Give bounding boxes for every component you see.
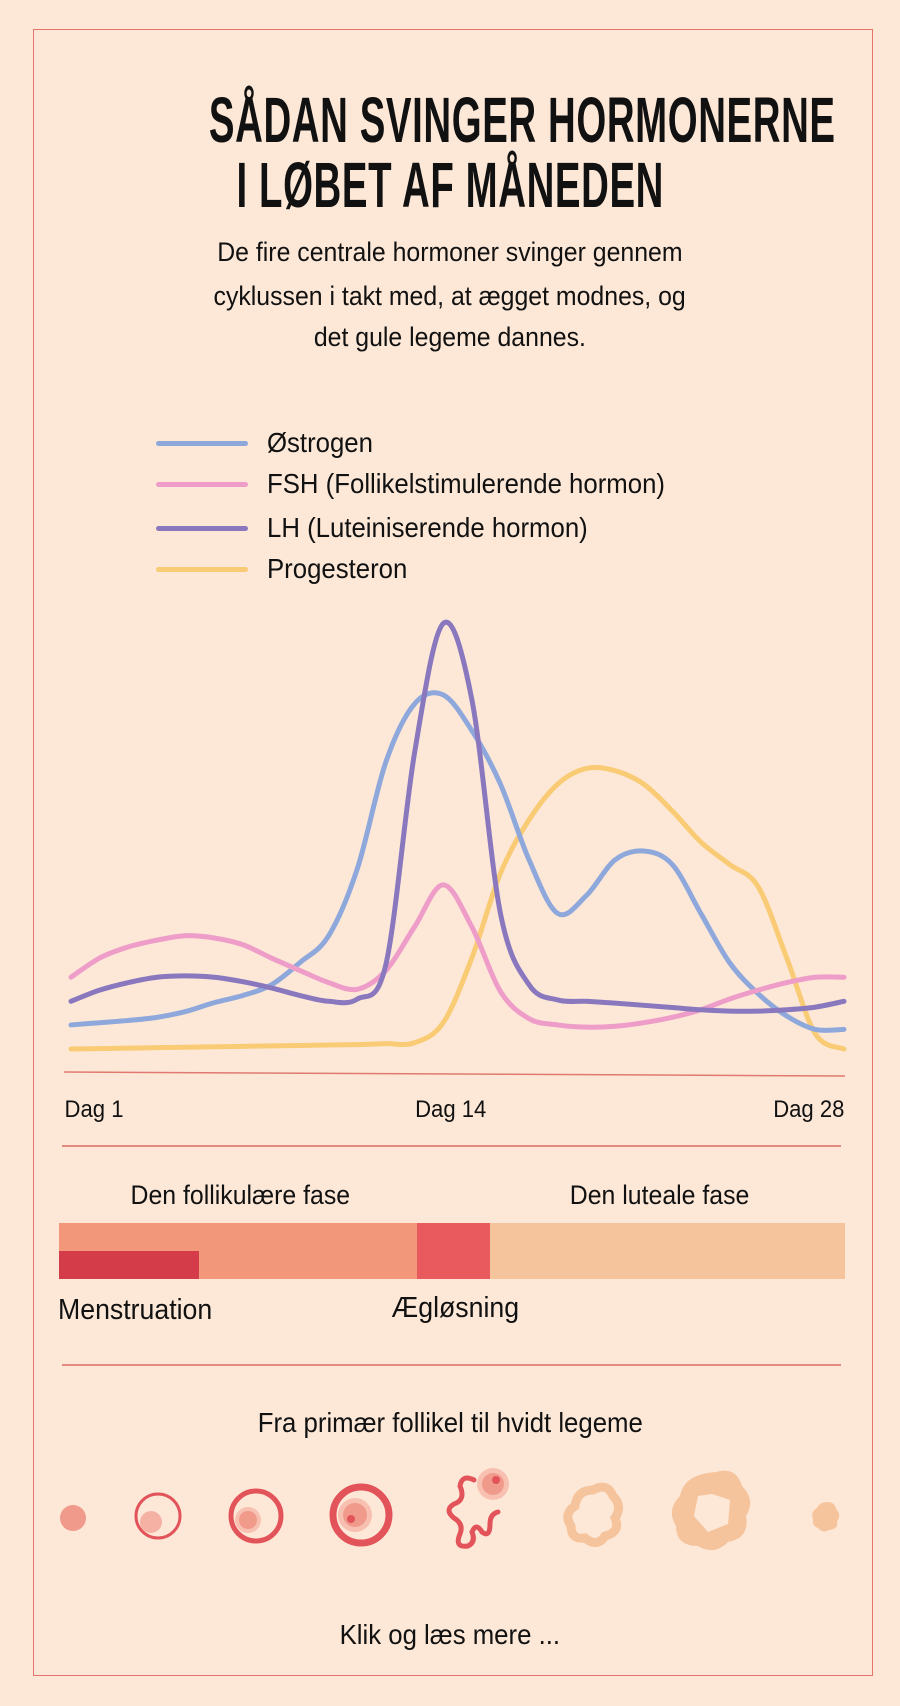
series-line-lh <box>68 619 847 1014</box>
title-line-2: I LØBET AF MÅNEDEN <box>236 149 664 221</box>
legend-swatch <box>156 566 248 572</box>
legend-item-lh: LH (Luteiniserende hormon) <box>156 508 616 548</box>
ovulation-segment <box>417 1223 490 1279</box>
corpus-albicans-icon <box>812 1502 840 1532</box>
follicle-heading: Fra primær follikel til hvidt legeme <box>257 1407 643 1438</box>
large-corpus-luteum-icon <box>671 1470 751 1551</box>
ovulation-label: Ægløsning <box>391 1292 519 1324</box>
menstruation-label: Menstruation <box>58 1294 213 1326</box>
subtitle-line-3: det gule legeme dannes. <box>313 322 587 352</box>
legend-swatch <box>156 481 248 487</box>
series-line-østrogen <box>68 690 847 1033</box>
legend-swatch <box>156 440 248 446</box>
legend-item-fsh: FSH (Follikelstimulerende hormon) <box>156 464 700 504</box>
read-more-link[interactable]: Klik og læs mere ... <box>339 1619 561 1650</box>
luteal-phase-segment <box>490 1223 845 1279</box>
x-axis-line <box>63 1071 846 1077</box>
follicular-phase-label: Den follikulære fase <box>130 1180 350 1210</box>
legend-label: LH (Luteiniserende hormon) <box>267 512 588 543</box>
legend-label: Østrogen <box>267 427 373 458</box>
subtitle-line-2: cyklussen i takt med, at ægget modnes, o… <box>213 281 687 311</box>
tertiary-follicle-icon <box>228 1488 284 1544</box>
legend-item-progesterone: Progesteron <box>156 549 420 589</box>
divider <box>62 1364 841 1366</box>
x-tick-day-28: Dag 28 <box>772 1096 844 1123</box>
corpus-luteum-icon <box>563 1482 623 1547</box>
legend-item-estrogen: Østrogen <box>156 423 382 463</box>
x-tick-day-14: Dag 14 <box>415 1096 487 1123</box>
secondary-follicle-icon <box>134 1492 182 1540</box>
primary-follicle-icon <box>60 1505 86 1531</box>
legend-swatch <box>156 525 248 531</box>
x-tick-day-1: Dag 1 <box>64 1096 124 1123</box>
subtitle-line-1: De fire centrale hormoner svinger gennem <box>217 237 683 267</box>
title-line-1: SÅDAN SVINGER HORMONERNE <box>208 84 836 156</box>
luteal-phase-label: Den luteale fase <box>570 1180 750 1210</box>
frame-border <box>33 29 873 1676</box>
legend-label: Progesteron <box>267 553 408 584</box>
menstruation-segment <box>59 1251 199 1279</box>
series-line-progesteron <box>68 765 847 1052</box>
mature-follicle-icon <box>329 1483 393 1547</box>
legend-label: FSH (Follikelstimulerende hormon) <box>267 468 665 499</box>
follicle-stages <box>60 1468 840 1551</box>
series-line-fsh <box>68 882 847 1030</box>
divider <box>62 1145 841 1147</box>
ruptured-follicle-icon <box>446 1468 509 1549</box>
